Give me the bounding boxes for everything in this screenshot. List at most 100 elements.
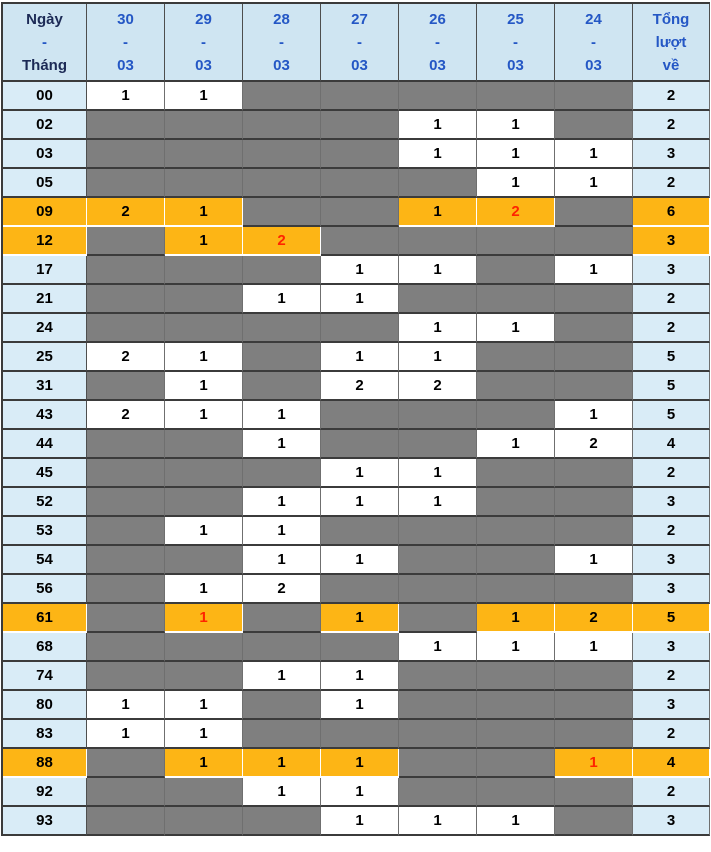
empty-cell bbox=[555, 691, 633, 720]
empty-cell bbox=[87, 749, 165, 778]
row-label: 00 bbox=[3, 82, 87, 111]
row-label: 92 bbox=[3, 778, 87, 807]
empty-cell bbox=[555, 807, 633, 836]
stat-cell: 1 bbox=[165, 517, 243, 546]
empty-cell bbox=[165, 546, 243, 575]
date-column-header: 29 - 03 bbox=[165, 4, 243, 82]
empty-cell bbox=[87, 807, 165, 836]
empty-cell bbox=[477, 459, 555, 488]
empty-cell bbox=[321, 169, 399, 198]
total-cell: 2 bbox=[633, 778, 710, 807]
table-row: 00 1 1 2 bbox=[3, 82, 710, 111]
row-label: 45 bbox=[3, 459, 87, 488]
total-header-line: Tổng bbox=[652, 10, 690, 28]
empty-cell bbox=[555, 662, 633, 691]
empty-cell bbox=[243, 633, 321, 662]
empty-cell bbox=[399, 82, 477, 111]
empty-cell bbox=[243, 111, 321, 140]
stat-cell: 1 bbox=[477, 633, 555, 662]
row-label: 80 bbox=[3, 691, 87, 720]
empty-cell bbox=[87, 314, 165, 343]
empty-cell bbox=[87, 256, 165, 285]
table-row: 92 1 1 2 bbox=[3, 778, 710, 807]
stat-cell: 2 bbox=[243, 575, 321, 604]
empty-cell bbox=[321, 517, 399, 546]
date-day: 25 bbox=[507, 10, 524, 28]
stat-cell: 1 bbox=[399, 459, 477, 488]
stat-cell: 1 bbox=[399, 314, 477, 343]
empty-cell bbox=[165, 633, 243, 662]
stat-cell: 2 bbox=[321, 372, 399, 401]
empty-cell bbox=[477, 778, 555, 807]
empty-cell bbox=[399, 691, 477, 720]
row-label: 74 bbox=[3, 662, 87, 691]
empty-cell bbox=[243, 198, 321, 227]
empty-cell bbox=[87, 169, 165, 198]
row-label: 83 bbox=[3, 720, 87, 749]
empty-cell bbox=[165, 459, 243, 488]
empty-cell bbox=[399, 720, 477, 749]
empty-cell bbox=[87, 662, 165, 691]
empty-cell bbox=[321, 198, 399, 227]
stat-cell: 2 bbox=[477, 198, 555, 227]
row-label: 88 bbox=[3, 749, 87, 778]
stat-cell: 1 bbox=[477, 604, 555, 633]
table-row: 02 1 1 2 bbox=[3, 111, 710, 140]
table-row: 53 1 1 2 bbox=[3, 517, 710, 546]
date-day: 27 bbox=[351, 10, 368, 28]
empty-cell bbox=[399, 575, 477, 604]
stat-cell: 1 bbox=[165, 227, 243, 256]
total-cell: 6 bbox=[633, 198, 710, 227]
row-label: 05 bbox=[3, 169, 87, 198]
empty-cell bbox=[399, 169, 477, 198]
table-row: 68 1 1 1 3 bbox=[3, 633, 710, 662]
empty-cell bbox=[243, 314, 321, 343]
row-label: 24 bbox=[3, 314, 87, 343]
row-label: 44 bbox=[3, 430, 87, 459]
stat-cell: 1 bbox=[321, 604, 399, 633]
empty-cell bbox=[399, 227, 477, 256]
total-header-line: về bbox=[662, 56, 680, 74]
date-column-header: 26 - 03 bbox=[399, 4, 477, 82]
empty-cell bbox=[165, 111, 243, 140]
date-day: 30 bbox=[117, 10, 134, 28]
empty-cell bbox=[477, 546, 555, 575]
stat-cell: 2 bbox=[555, 604, 633, 633]
stat-cell: 1 bbox=[555, 749, 633, 778]
empty-cell bbox=[477, 517, 555, 546]
stat-cell: 1 bbox=[165, 343, 243, 372]
empty-cell bbox=[477, 749, 555, 778]
row-label: 02 bbox=[3, 111, 87, 140]
empty-cell bbox=[243, 604, 321, 633]
total-cell: 4 bbox=[633, 749, 710, 778]
total-cell: 3 bbox=[633, 575, 710, 604]
date-column-header: 25 - 03 bbox=[477, 4, 555, 82]
corner-day-label: Ngày bbox=[26, 10, 63, 28]
empty-cell bbox=[321, 430, 399, 459]
total-header: Tổng lượt về bbox=[633, 4, 710, 82]
row-label: 25 bbox=[3, 343, 87, 372]
table-row: 44 1 1 2 4 bbox=[3, 430, 710, 459]
total-cell: 3 bbox=[633, 256, 710, 285]
stat-cell: 1 bbox=[399, 111, 477, 140]
stat-cell: 2 bbox=[87, 343, 165, 372]
stat-cell: 1 bbox=[321, 343, 399, 372]
stat-cell: 1 bbox=[477, 111, 555, 140]
empty-cell bbox=[399, 778, 477, 807]
empty-cell bbox=[477, 343, 555, 372]
stat-cell: 1 bbox=[165, 575, 243, 604]
row-label: 61 bbox=[3, 604, 87, 633]
table-row: 17 1 1 1 3 bbox=[3, 256, 710, 285]
empty-cell bbox=[87, 778, 165, 807]
stat-cell: 1 bbox=[477, 807, 555, 836]
row-label: 93 bbox=[3, 807, 87, 836]
empty-cell bbox=[87, 517, 165, 546]
empty-cell bbox=[321, 633, 399, 662]
total-cell: 2 bbox=[633, 82, 710, 111]
empty-cell bbox=[321, 227, 399, 256]
empty-cell bbox=[165, 778, 243, 807]
total-cell: 3 bbox=[633, 633, 710, 662]
stat-cell: 1 bbox=[321, 662, 399, 691]
date-month: 03 bbox=[351, 56, 368, 74]
empty-cell bbox=[399, 662, 477, 691]
